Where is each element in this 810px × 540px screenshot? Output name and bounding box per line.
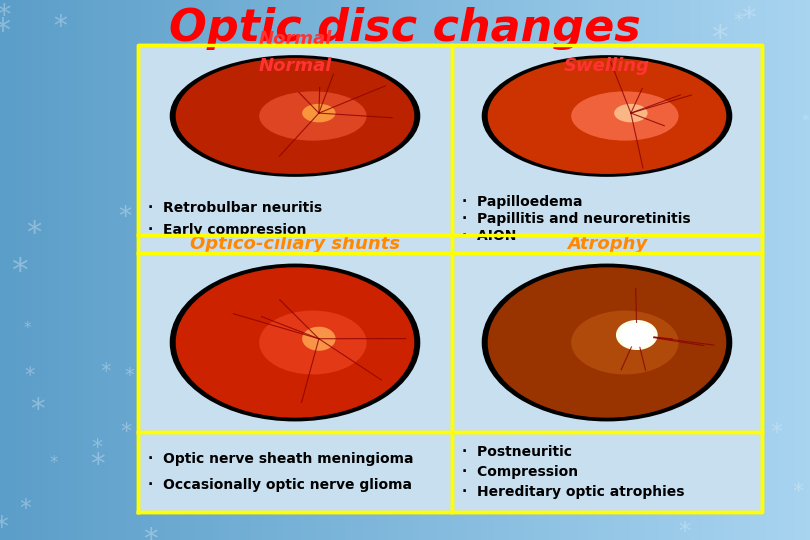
Bar bbox=[138, 185, 452, 253]
Ellipse shape bbox=[176, 58, 415, 174]
Text: *: * bbox=[740, 5, 756, 33]
Text: ·  Hereditary optic atrophies: · Hereditary optic atrophies bbox=[462, 485, 684, 499]
Text: *: * bbox=[143, 525, 157, 540]
Ellipse shape bbox=[614, 104, 647, 123]
Text: *: * bbox=[125, 366, 134, 385]
Text: *: * bbox=[0, 2, 11, 30]
Text: *: * bbox=[19, 497, 31, 521]
Bar bbox=[138, 185, 452, 253]
Ellipse shape bbox=[488, 267, 727, 417]
Text: *: * bbox=[92, 438, 103, 458]
Bar bbox=[452, 253, 762, 432]
Text: ·  Occasionally optic nerve glioma: · Occasionally optic nerve glioma bbox=[148, 478, 412, 492]
Text: *: * bbox=[714, 384, 723, 403]
Bar bbox=[138, 253, 452, 432]
Bar bbox=[452, 235, 762, 432]
Text: *: * bbox=[147, 399, 164, 430]
Text: ·  Optic nerve sheath meningioma: · Optic nerve sheath meningioma bbox=[148, 451, 413, 465]
Text: *: * bbox=[100, 362, 111, 382]
Text: *: * bbox=[24, 366, 35, 386]
Text: *: * bbox=[802, 114, 809, 129]
Text: *: * bbox=[30, 396, 45, 424]
Text: *: * bbox=[0, 514, 8, 540]
Bar bbox=[452, 185, 762, 253]
Text: *: * bbox=[49, 454, 58, 472]
Ellipse shape bbox=[302, 327, 335, 351]
Ellipse shape bbox=[170, 264, 420, 421]
Text: *: * bbox=[679, 519, 691, 540]
Bar bbox=[138, 432, 452, 512]
Text: ·  Retrobulbar neuritis: · Retrobulbar neuritis bbox=[148, 201, 322, 215]
Ellipse shape bbox=[620, 323, 654, 347]
Text: *: * bbox=[118, 205, 131, 231]
Text: ·  Papilloedema: · Papilloedema bbox=[462, 195, 582, 209]
Ellipse shape bbox=[482, 55, 732, 177]
Bar bbox=[138, 235, 452, 432]
Ellipse shape bbox=[482, 264, 732, 421]
Bar bbox=[138, 253, 452, 432]
Ellipse shape bbox=[571, 91, 679, 140]
Text: ·  AION: · AION bbox=[462, 229, 517, 243]
Bar bbox=[138, 47, 452, 185]
Ellipse shape bbox=[616, 320, 658, 350]
Ellipse shape bbox=[488, 58, 727, 174]
Text: *: * bbox=[656, 421, 668, 444]
Text: Swelling: Swelling bbox=[564, 57, 650, 75]
Text: ·  Early compression: · Early compression bbox=[148, 224, 306, 238]
Text: ·  Compression: · Compression bbox=[462, 465, 578, 479]
Ellipse shape bbox=[170, 55, 420, 177]
Text: *: * bbox=[733, 11, 743, 30]
Text: *: * bbox=[120, 422, 131, 442]
Text: Atrophy: Atrophy bbox=[567, 235, 647, 253]
Bar bbox=[452, 253, 762, 432]
Bar bbox=[452, 432, 762, 512]
Text: *: * bbox=[11, 256, 28, 289]
Text: Normal: Normal bbox=[258, 30, 331, 48]
Text: Optico-ciliary shunts: Optico-ciliary shunts bbox=[190, 235, 400, 253]
Text: ·  Papillitis and neuroretinitis: · Papillitis and neuroretinitis bbox=[462, 212, 691, 226]
Text: *: * bbox=[24, 321, 32, 336]
Bar bbox=[138, 47, 452, 185]
Text: *: * bbox=[152, 279, 162, 298]
Ellipse shape bbox=[259, 91, 367, 140]
Text: *: * bbox=[53, 12, 66, 40]
Text: *: * bbox=[733, 448, 750, 481]
Text: Normal: Normal bbox=[258, 57, 331, 75]
Ellipse shape bbox=[302, 104, 335, 123]
Text: *: * bbox=[91, 451, 105, 478]
Bar bbox=[452, 235, 762, 253]
Text: *: * bbox=[0, 16, 10, 47]
Bar bbox=[452, 185, 762, 253]
Ellipse shape bbox=[176, 267, 415, 417]
Text: Optic disc changes: Optic disc changes bbox=[169, 6, 641, 50]
Bar bbox=[452, 47, 762, 185]
Bar bbox=[452, 47, 762, 185]
Bar bbox=[452, 432, 762, 512]
Text: *: * bbox=[26, 219, 40, 248]
Text: *: * bbox=[793, 482, 804, 502]
Ellipse shape bbox=[571, 310, 679, 374]
Bar bbox=[138, 432, 452, 512]
Bar bbox=[138, 235, 452, 253]
Text: *: * bbox=[770, 421, 782, 445]
Ellipse shape bbox=[259, 310, 367, 374]
Text: *: * bbox=[711, 23, 727, 56]
Text: ·  Postneuritic: · Postneuritic bbox=[462, 445, 572, 459]
